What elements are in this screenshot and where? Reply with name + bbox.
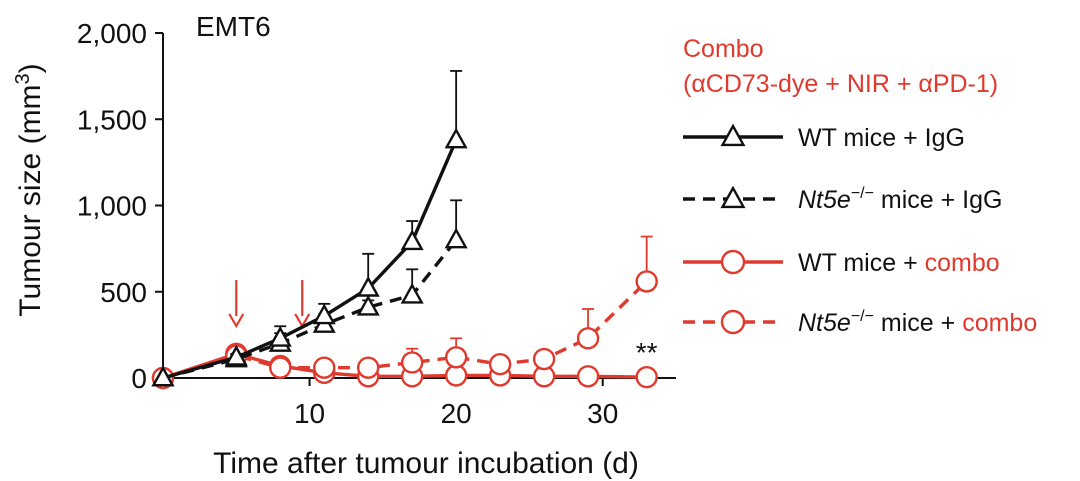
data-point (635, 365, 658, 389)
x-axis-title: Time after tumour incubation (d) (213, 447, 639, 480)
plot-area: 0 500 1,000 1,500 2,000 10 20 30 ** (77, 18, 676, 429)
legend-label-superscript: −/− (851, 185, 874, 202)
data-point (720, 309, 746, 335)
data-point (488, 353, 512, 376)
legend-item-1: WT mice + IgG (683, 123, 965, 152)
y-tick-label: 1,000 (77, 191, 147, 222)
data-point (400, 282, 424, 304)
series-layer (151, 70, 658, 390)
treatment-arrow-head (228, 313, 245, 329)
data-point (357, 356, 380, 379)
x-tick-label: 30 (587, 398, 618, 429)
legend-item-4: Nt5e−/− mice + combo (683, 308, 1037, 337)
legend: Combo (αCD73-dye + NIR + αPD-1) WT mice … (683, 35, 1037, 337)
series-1 (151, 70, 468, 387)
data-point (356, 275, 380, 297)
data-point (268, 325, 292, 347)
data-point (444, 127, 468, 149)
series-line (162, 139, 458, 380)
y-axis-title-close: ) (14, 63, 47, 73)
data-point (532, 347, 556, 371)
x-tick-label: 10 (294, 398, 325, 429)
data-point (313, 356, 336, 379)
data-point (356, 294, 380, 316)
treatment-arrows (228, 280, 311, 329)
data-point (400, 351, 424, 374)
data-point (720, 249, 746, 275)
data-point (720, 123, 746, 147)
legend-item-2: Nt5e−/− mice + IgG (683, 185, 1002, 214)
data-point (635, 270, 658, 293)
legend-item-3: WT mice + combo (683, 249, 1000, 277)
data-point (151, 365, 175, 387)
legend-label-prefix: WT mice + (798, 124, 925, 152)
significance-marker: ** (636, 337, 658, 368)
data-point (720, 185, 746, 209)
legend-label-combo: combo (962, 309, 1037, 337)
legend-label-suffix: mice + (874, 309, 962, 337)
legend-title-line1: Combo (683, 35, 764, 63)
y-axis-ticks: 0 500 1,000 1,500 2,000 (77, 18, 163, 394)
legend-label: Nt5e−/− mice + IgG (798, 185, 1002, 214)
data-point (312, 303, 336, 325)
data-point (576, 365, 600, 388)
y-tick-label: 500 (100, 277, 147, 308)
y-tick-label: 2,000 (77, 18, 147, 49)
legend-title-line2: (αCD73-dye + NIR + αPD-1) (683, 70, 998, 98)
legend-label: WT mice + combo (798, 249, 1000, 277)
series-line (162, 280, 648, 380)
legend-label-gene: Nt5e (798, 309, 851, 337)
data-point (576, 327, 600, 350)
legend-label-suffix: mice + IgG (874, 186, 1003, 214)
legend-label: WT mice + IgG (798, 124, 965, 152)
y-axis-title-sup: 3 (12, 73, 34, 84)
data-point (400, 229, 424, 251)
data-point (444, 346, 468, 369)
y-tick-label: 0 (131, 363, 147, 394)
panel-label: EMT6 (196, 11, 271, 42)
legend-label-combo: combo (925, 249, 1000, 277)
legend-label: Nt5e−/− mice + combo (798, 308, 1037, 337)
data-point (444, 227, 468, 249)
x-tick-label: 20 (441, 398, 472, 429)
legend-label-prefix: WT mice + (798, 249, 925, 277)
legend-label-suffix: IgG (925, 124, 965, 152)
y-axis-title-main: Tumour size (mm (14, 84, 47, 316)
y-axis-title: Tumour size (mm3) (12, 63, 47, 316)
legend-label-superscript: −/− (851, 308, 874, 325)
legend-label-gene: Nt5e (798, 186, 851, 214)
data-point (224, 344, 248, 366)
data-point (269, 356, 292, 379)
y-tick-label: 1,500 (77, 104, 147, 135)
